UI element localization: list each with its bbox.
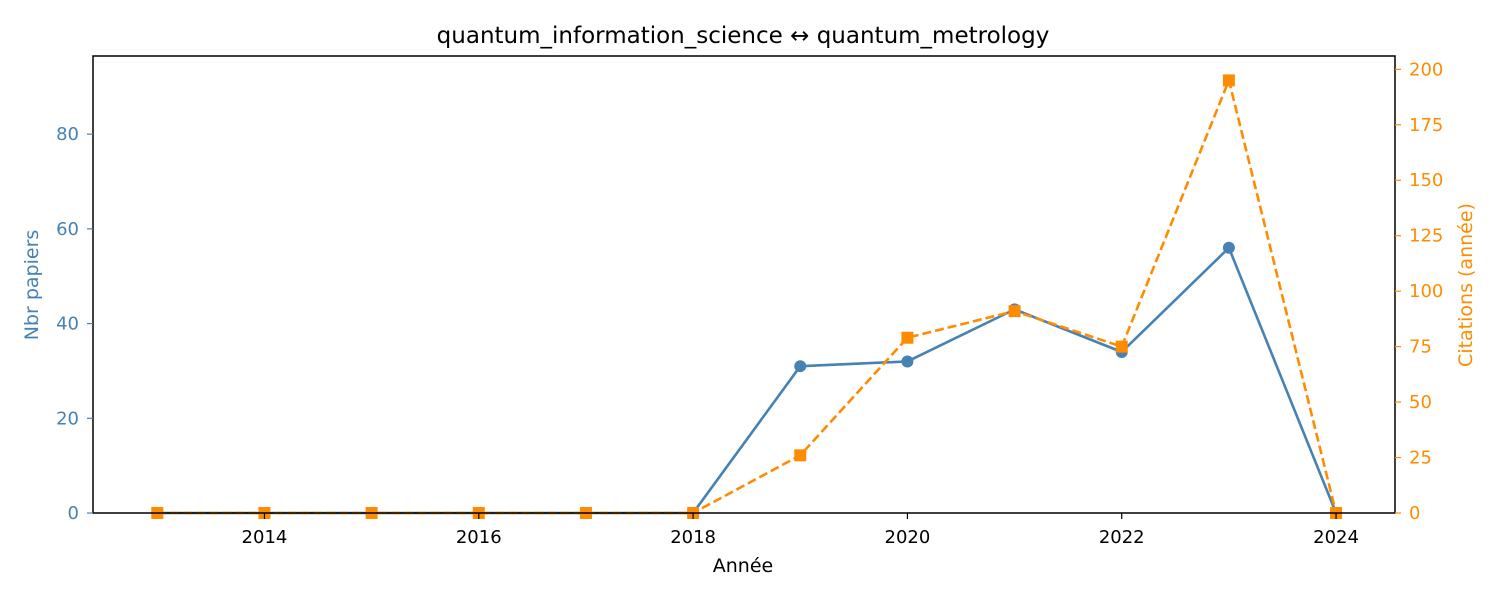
left-y-tick-label: 60 [56,219,79,240]
right-y-tick-label: 75 [1409,337,1432,358]
plot-area [151,74,1343,519]
papers-data-point [901,355,914,368]
x-tick-label: 2024 [1313,527,1359,548]
left-y-axis-label: Nbr papiers [21,230,43,341]
left-y-tick-label: 20 [56,408,79,429]
x-tick-label: 2020 [885,527,931,548]
right-y-tick-label: 50 [1409,392,1432,413]
right-y-axis-label: Citations (année) [1455,203,1477,367]
right-y-tick-label: 25 [1409,448,1432,469]
papers-data-point [1222,241,1235,254]
right-y-tick-label: 150 [1409,170,1443,191]
citations-data-point [1115,340,1128,353]
left-y-tick-label: 0 [68,503,79,524]
right-y-tick-label: 125 [1409,226,1443,247]
x-tick-label: 2016 [456,527,502,548]
x-tick-label: 2022 [1099,527,1145,548]
right-y-tick-label: 100 [1409,281,1443,302]
citations-data-point [901,331,914,344]
citations-series-line [157,79,1338,515]
x-tick-label: 2014 [242,527,288,548]
papers-series-line [157,246,1338,515]
papers-data-point [794,360,807,373]
citations-data-point [1008,305,1021,318]
right-y-tick-label: 0 [1409,503,1420,524]
x-tick-label: 2018 [670,527,716,548]
left-y-tick-label: 40 [56,314,79,335]
chart-title: quantum_information_science ↔ quantum_me… [437,23,1050,49]
citations-data-point [794,449,807,462]
left-y-tick-label: 80 [56,124,79,145]
right-y-tick-label: 200 [1409,59,1443,80]
right-y-tick-label: 175 [1409,115,1443,136]
plot-frame [92,55,1396,514]
citations-data-point [1222,74,1235,87]
x-axis-label: Année [713,555,773,577]
